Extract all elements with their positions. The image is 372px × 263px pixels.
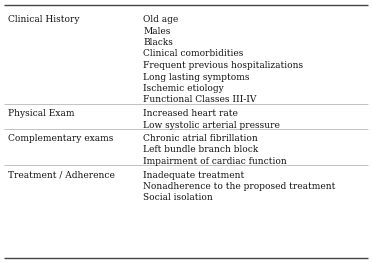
Text: Chronic atrial fibrillation: Chronic atrial fibrillation bbox=[143, 134, 258, 143]
Text: Males: Males bbox=[143, 27, 170, 36]
Text: Ischemic etiology: Ischemic etiology bbox=[143, 84, 224, 93]
Text: Left bundle branch block: Left bundle branch block bbox=[143, 145, 258, 154]
Text: Social isolation: Social isolation bbox=[143, 194, 213, 203]
Text: Low systolic arterial pressure: Low systolic arterial pressure bbox=[143, 120, 280, 129]
Text: Treatment / Adherence: Treatment / Adherence bbox=[8, 170, 115, 180]
Text: Nonadherence to the proposed treatment: Nonadherence to the proposed treatment bbox=[143, 182, 336, 191]
Text: Inadequate treatment: Inadequate treatment bbox=[143, 170, 244, 180]
Text: Functional Classes III-IV: Functional Classes III-IV bbox=[143, 95, 256, 104]
Text: Impairment of cardiac function: Impairment of cardiac function bbox=[143, 157, 287, 166]
Text: Blacks: Blacks bbox=[143, 38, 173, 47]
Text: Old age: Old age bbox=[143, 15, 178, 24]
Text: Physical Exam: Physical Exam bbox=[8, 109, 74, 118]
Text: Frequent previous hospitalizations: Frequent previous hospitalizations bbox=[143, 61, 303, 70]
Text: Clinical comorbidities: Clinical comorbidities bbox=[143, 49, 243, 58]
Text: Clinical History: Clinical History bbox=[8, 15, 80, 24]
Text: Complementary exams: Complementary exams bbox=[8, 134, 113, 143]
Text: Increased heart rate: Increased heart rate bbox=[143, 109, 238, 118]
Text: Long lasting symptoms: Long lasting symptoms bbox=[143, 73, 250, 82]
